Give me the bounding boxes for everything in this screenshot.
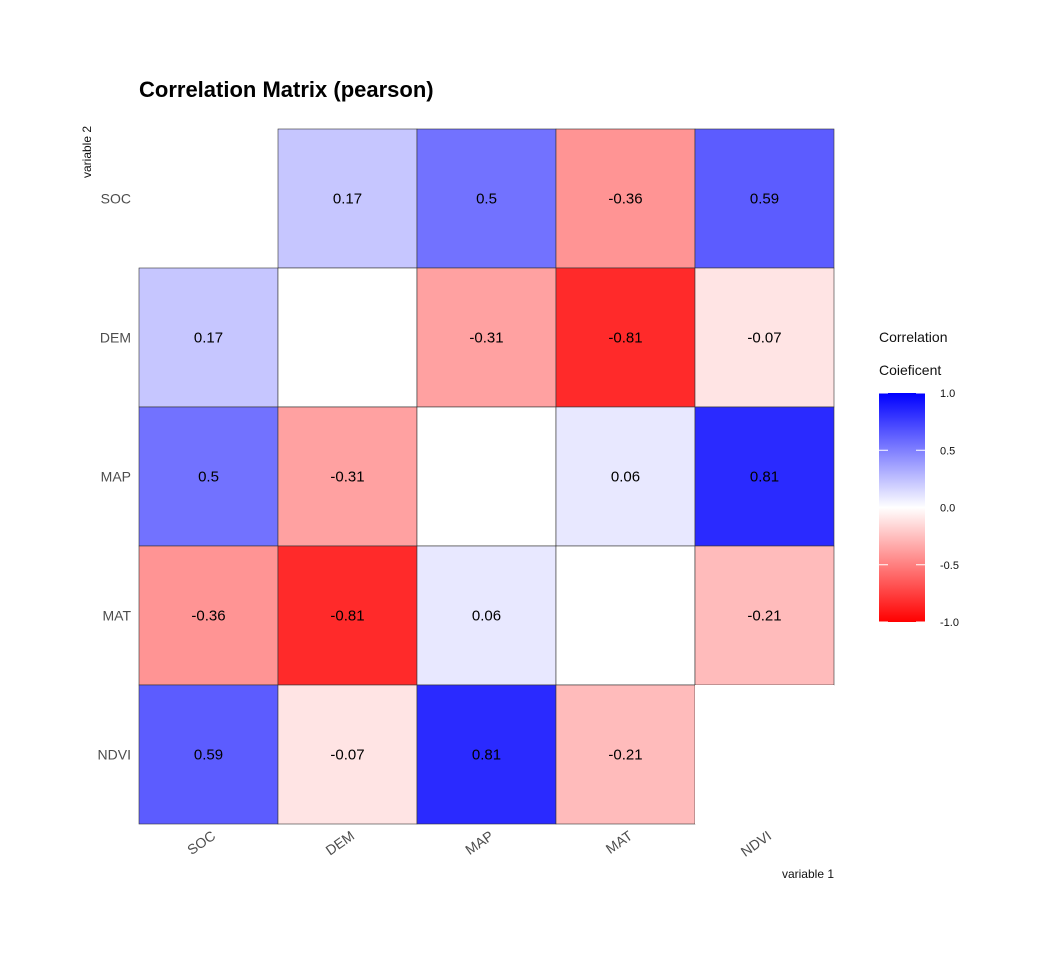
x-tick-label-ndvi: NDVI — [738, 827, 775, 859]
legend-tick-label: 1.0 — [940, 388, 955, 400]
heatmap-cell-map-map — [416, 406, 557, 547]
heatmap-cell-soc-ndvi — [694, 128, 835, 269]
cell-value-label: -0.21 — [608, 747, 642, 764]
heatmap-cell-mat-dem — [277, 545, 418, 686]
cell-value-label: 0.06 — [472, 608, 501, 625]
y-tick-label-dem: DEM — [100, 330, 131, 346]
cell-value-label: 0.59 — [194, 747, 223, 764]
heatmap-cell-mat-ndvi — [694, 545, 835, 686]
y-tick-label-map: MAP — [101, 469, 131, 485]
cell-value-label: -0.81 — [330, 608, 364, 625]
heatmap-cell-dem-mat — [555, 267, 696, 408]
cell-value-label: -0.36 — [191, 608, 225, 625]
heatmap-cell-soc-soc — [139, 129, 278, 268]
cell-value-label: 0.5 — [198, 469, 219, 486]
x-axis-tick-labels: SOC DEM MAP MAT NDVI — [184, 827, 774, 860]
heatmap-cell-soc-dem — [277, 128, 418, 269]
legend-tick-label: 0.0 — [940, 503, 955, 515]
cell-value-label: 0.06 — [611, 469, 640, 486]
color-legend: Correlation Coieficent 1.0 0.5 0.0 -0.5 -1.0 — [879, 329, 959, 629]
x-tick-label-mat: MAT — [603, 827, 636, 857]
heatmap-cell-ndvi-map — [416, 684, 557, 825]
legend-tick-label: -1.0 — [940, 617, 959, 629]
heatmap-cell-ndvi-ndvi — [695, 685, 834, 824]
heatmap-cell-soc-map — [416, 128, 557, 269]
cell-value-label: 0.59 — [750, 191, 779, 208]
heatmap-cell-labels: 0.17 0.5 -0.36 0.59 0.17 -0.31 -0.81 -0.07 0.5 -0… — [191, 191, 781, 764]
cell-value-label: 0.81 — [472, 747, 501, 764]
y-tick-label-mat: MAT — [102, 608, 131, 624]
cell-value-label: -0.31 — [330, 469, 364, 486]
legend-tick-label: 0.5 — [940, 445, 955, 457]
x-tick-label-map: MAP — [462, 827, 496, 858]
legend-tick-label: -0.5 — [940, 560, 959, 572]
legend-title-line1: Correlation — [879, 329, 947, 345]
cell-value-label: -0.21 — [747, 608, 781, 625]
heatmap-cell-dem-ndvi — [694, 267, 835, 408]
y-axis-tick-labels: SOC DEM MAP MAT NDVI — [98, 191, 132, 763]
x-tick-label-soc: SOC — [184, 827, 218, 858]
chart-title: Correlation Matrix (pearson) — [139, 77, 434, 102]
heatmap-cell-mat-soc — [138, 545, 279, 686]
heatmap-cells — [138, 128, 835, 825]
cell-value-label: -0.07 — [330, 747, 364, 764]
heatmap-cell-ndvi-dem — [277, 684, 418, 825]
y-tick-label-ndvi: NDVI — [98, 747, 131, 763]
cell-value-label: -0.07 — [747, 330, 781, 347]
legend-ticks: 1.0 0.5 0.0 -0.5 -1.0 — [879, 388, 959, 629]
heatmap-cell-mat-map — [416, 545, 557, 686]
heatmap-cell-dem-map — [416, 267, 557, 408]
heatmap-cell-mat-mat — [555, 545, 696, 686]
heatmap-cell-ndvi-mat — [555, 684, 696, 825]
legend-title-line2: Coieficent — [879, 362, 941, 378]
cell-value-label: 0.81 — [750, 469, 779, 486]
x-tick-label-dem: DEM — [323, 827, 358, 858]
cell-value-label: -0.36 — [608, 191, 642, 208]
cell-value-label: 0.17 — [333, 191, 362, 208]
y-axis-title: variable 2 — [80, 126, 94, 178]
heatmap-cell-map-dem — [277, 406, 418, 547]
heatmap-cell-ndvi-soc — [138, 684, 279, 825]
cell-value-label: -0.31 — [469, 330, 503, 347]
cell-value-label: 0.5 — [476, 191, 497, 208]
cell-value-label: -0.81 — [608, 330, 642, 347]
heatmap-cell-dem-soc — [138, 267, 279, 408]
cell-value-label: 0.17 — [194, 330, 223, 347]
x-axis-title: variable 1 — [782, 867, 834, 881]
heatmap-cell-soc-mat — [555, 128, 696, 269]
heatmap-cell-map-ndvi — [694, 406, 835, 547]
y-tick-label-soc: SOC — [101, 191, 131, 207]
heatmap-cell-dem-dem — [277, 267, 418, 408]
